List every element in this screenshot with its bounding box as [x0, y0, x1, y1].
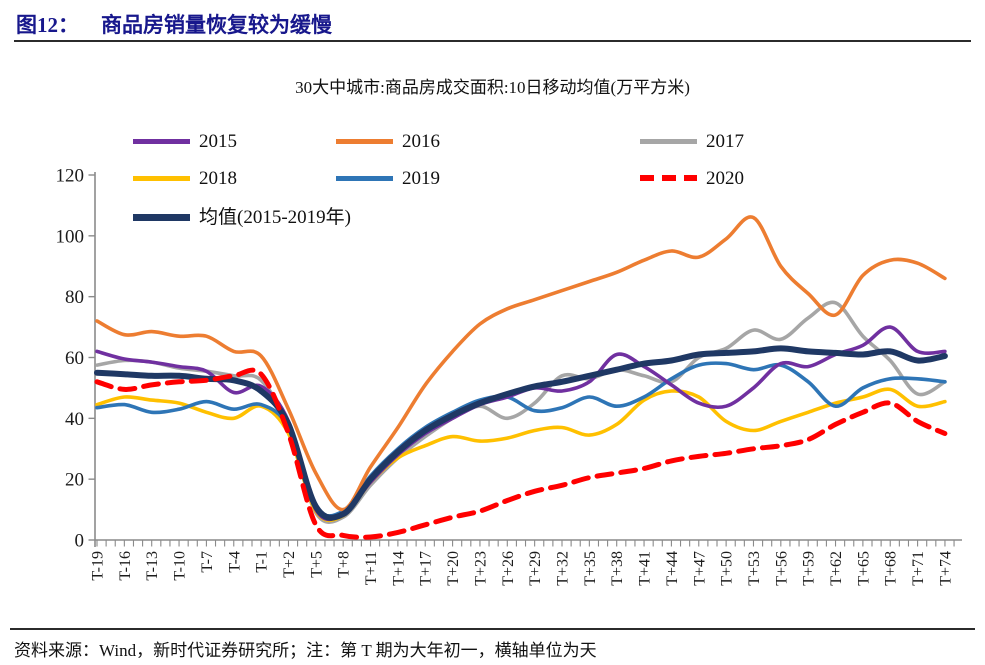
- y-tick-label: 20: [65, 470, 84, 491]
- y-tick-label: 100: [56, 226, 85, 247]
- x-tick-label: T+65: [855, 551, 872, 586]
- x-tick-label: T+71: [910, 551, 927, 586]
- x-tick-label: T+26: [500, 551, 517, 586]
- x-tick-label: T-16: [117, 551, 134, 581]
- legend-label-2020: 2020: [706, 167, 744, 189]
- legend-label-mean: 均值(2015-2019年): [199, 206, 351, 228]
- x-tick-label: T+14: [390, 551, 407, 586]
- figure-title: 商品房销量恢复较为缓慢: [101, 13, 332, 37]
- x-tick-label: T+20: [445, 551, 462, 586]
- x-axis: [95, 539, 962, 547]
- legend-swatch-mean: [133, 213, 190, 221]
- x-tick-label: T+35: [582, 551, 599, 586]
- legend-item-2017: 2017: [640, 130, 744, 152]
- x-tick-label: T-7: [199, 551, 216, 573]
- x-tick-label: T+29: [527, 551, 544, 586]
- y-tick-label: 80: [65, 287, 84, 308]
- header-divider: [14, 40, 971, 42]
- chart-title: 30大中城市:商品房成交面积:10日移动均值(万平方米): [295, 78, 690, 97]
- legend-item-2019: 2019: [336, 167, 440, 189]
- y-tick-label: 120: [56, 166, 85, 187]
- x-tick-label: T+56: [773, 551, 790, 586]
- legend-swatch-2019: [336, 175, 393, 181]
- series-2015: [95, 325, 947, 522]
- x-tick-label: T+11: [363, 551, 380, 585]
- x-tick-label: T+32: [555, 551, 572, 586]
- y-axis: 0 20 40 60 80 100 120: [56, 166, 96, 552]
- footer-divider: [10, 628, 975, 630]
- x-tick-label: T-1: [254, 551, 271, 573]
- x-tick-label: T-10: [172, 551, 189, 581]
- legend-swatch-2017: [640, 138, 697, 144]
- legend-swatch-2016: [336, 138, 393, 144]
- y-tick-label: 0: [75, 531, 85, 552]
- x-tick-label: T-13: [144, 551, 161, 581]
- series-2016: [95, 215, 947, 512]
- legend-label-2018: 2018: [199, 167, 237, 189]
- y-tick-label: 60: [65, 348, 84, 369]
- series-2020: [94, 367, 948, 540]
- x-tick-label: T+5: [308, 551, 325, 578]
- x-tick-label: T+68: [883, 551, 900, 586]
- x-tick-label: T+23: [472, 551, 489, 586]
- series-2019: [95, 361, 947, 518]
- source-note: 资料来源：Wind，新时代证券研究所；注：第 T 期为大年初一，横轴单位为天: [14, 641, 597, 660]
- x-tick-label: T+47: [691, 551, 708, 586]
- legend-item-2015: 2015: [133, 130, 237, 152]
- x-tick-label: T+17: [418, 551, 435, 586]
- x-tick-label: T+50: [719, 551, 736, 586]
- x-tick-label: T+38: [609, 551, 626, 586]
- x-tick-label: T+8: [336, 551, 353, 578]
- legend-label-2019: 2019: [402, 167, 440, 189]
- legend-item-2018: 2018: [133, 167, 237, 189]
- series-均值(2015-2019年): [94, 345, 948, 521]
- x-tick-label: T+53: [746, 551, 763, 586]
- legend-swatch-2015: [133, 138, 190, 144]
- legend-swatch-2018: [133, 175, 190, 181]
- figure-header: 图12： 商品房销量恢复较为缓慢: [16, 9, 332, 39]
- legend-label-2017: 2017: [706, 130, 744, 152]
- x-tick-label: T+41: [637, 551, 654, 586]
- x-axis-labels: T-19 T-16 T-13 T-10 T-7 T-4 T-1 T+2 T+5 T+8 T+11 T+…: [90, 551, 955, 586]
- x-tick-label: T+44: [664, 551, 681, 586]
- legend-item-mean: 均值(2015-2019年): [133, 206, 351, 228]
- legend-item-2020: 2020: [640, 167, 744, 189]
- y-tick-label: 40: [65, 409, 84, 430]
- x-tick-label: T+59: [801, 551, 818, 586]
- legend-label-2015: 2015: [199, 130, 237, 152]
- x-tick-label: T-19: [90, 551, 107, 581]
- series-2017: [95, 300, 947, 525]
- x-tick-label: T+62: [828, 551, 845, 586]
- x-tick-label: T-4: [226, 551, 243, 573]
- legend-item-2016: 2016: [336, 130, 440, 152]
- legend-label-2016: 2016: [402, 130, 440, 152]
- figure-number: 图12：: [16, 13, 79, 37]
- x-tick-label: T+74: [937, 551, 954, 586]
- x-tick-label: T+2: [281, 551, 298, 578]
- legend-swatch-2020: [640, 175, 697, 181]
- series-2018: [95, 387, 947, 523]
